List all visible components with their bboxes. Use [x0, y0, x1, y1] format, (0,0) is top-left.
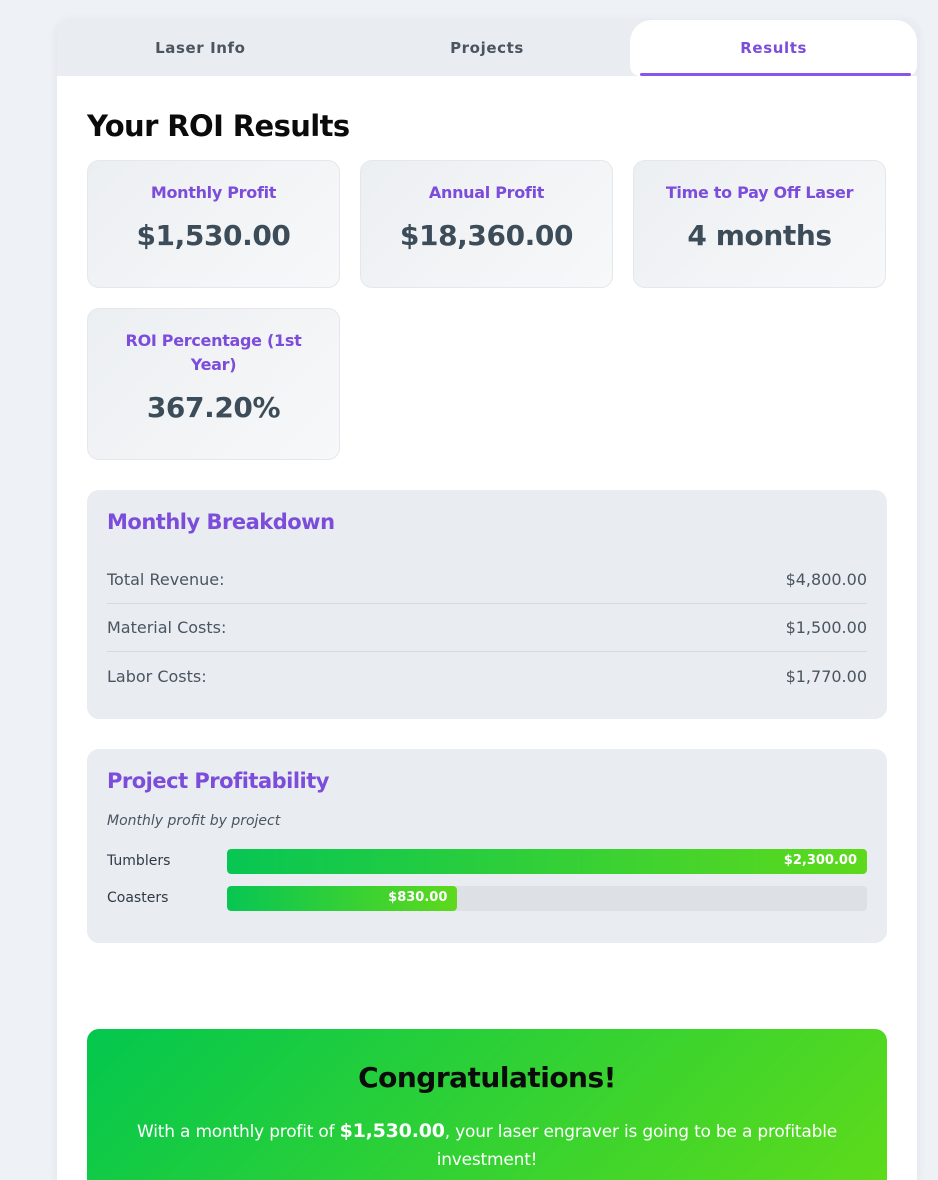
section-subtitle: Monthly profit by project: [107, 813, 281, 829]
row-value: $1,770.00: [785, 666, 867, 686]
project-name: Tumblers: [107, 853, 171, 869]
tab-laser-info[interactable]: Laser Info: [155, 39, 246, 57]
metric-payoff-time: Time to Pay Off Laser 4 months: [633, 160, 886, 288]
metric-value: $18,360.00: [399, 219, 574, 252]
monthly-breakdown-panel: Monthly Breakdown Total Revenue: $4,800.…: [87, 490, 887, 719]
bar-value: $2,300.00: [783, 853, 857, 868]
project-profitability-panel: Project Profitability Monthly profit by …: [87, 749, 887, 943]
metric-label: Annual Profit: [428, 183, 545, 202]
project-bar-row: Tumblers $2,300.00: [107, 849, 867, 874]
bar-value: $830.00: [388, 890, 448, 905]
tab-results[interactable]: Results: [630, 20, 917, 76]
metric-value: 4 months: [687, 219, 832, 252]
row-label: Material Costs:: [107, 618, 227, 637]
metric-annual-profit: Annual Profit $18,360.00: [360, 160, 613, 288]
roi-calculator-card: Laser Info Projects Results Your ROI Res…: [57, 20, 917, 1180]
project-bar-row: Coasters $830.00: [107, 886, 867, 911]
row-label: Total Revenue:: [107, 570, 225, 589]
tab-bar: Laser Info Projects Results: [57, 20, 917, 76]
metric-label: Monthly Profit: [150, 183, 277, 202]
row-value: $4,800.00: [785, 570, 867, 589]
congratulations-banner: Congratulations! With a monthly profit o…: [87, 1029, 887, 1180]
congrats-profit: $1,530.00: [339, 1120, 445, 1142]
breakdown-row-revenue: Total Revenue: $4,800.00: [107, 556, 867, 604]
row-label: Labor Costs:: [107, 666, 207, 686]
bar-track: $2,300.00: [227, 849, 867, 874]
page-title: Your ROI Results: [87, 109, 350, 143]
section-title: Project Profitability: [107, 769, 330, 793]
metric-roi-percentage: ROI Percentage (1st Year) 367.20%: [87, 308, 340, 460]
row-value: $1,500.00: [785, 618, 867, 637]
breakdown-row-material: Material Costs: $1,500.00: [107, 604, 867, 652]
congrats-title: Congratulations!: [358, 1061, 616, 1094]
congrats-text-before: With a monthly profit of: [137, 1122, 340, 1142]
metric-label: Time to Pay Off Laser: [665, 183, 854, 202]
project-name: Coasters: [107, 890, 169, 906]
bar-fill: $830.00: [227, 886, 458, 911]
metric-monthly-profit: Monthly Profit $1,530.00: [87, 160, 340, 288]
tab-projects[interactable]: Projects: [450, 39, 524, 57]
section-title: Monthly Breakdown: [107, 510, 335, 534]
breakdown-row-labor: Labor Costs: $1,770.00: [107, 652, 867, 700]
metric-value: $1,530.00: [136, 219, 291, 252]
bar-track: $830.00: [227, 886, 867, 911]
congrats-message: With a monthly profit of $1,530.00, your…: [137, 1117, 837, 1174]
bar-fill: $2,300.00: [227, 849, 867, 874]
metric-label: ROI Percentage (1st Year): [125, 331, 302, 374]
metric-value: 367.20%: [146, 391, 281, 424]
